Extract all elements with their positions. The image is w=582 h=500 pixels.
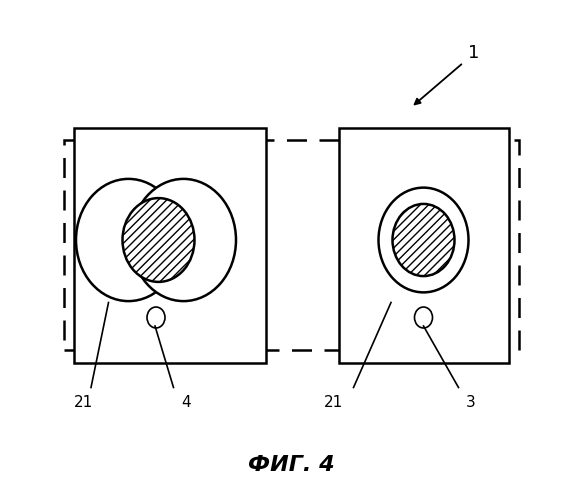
Ellipse shape xyxy=(392,204,455,276)
Bar xyxy=(63,140,519,350)
Text: 1: 1 xyxy=(468,44,479,62)
Text: 21: 21 xyxy=(324,395,343,410)
Text: 21: 21 xyxy=(74,395,93,410)
Text: ФИГ. 4: ФИГ. 4 xyxy=(248,455,334,475)
Ellipse shape xyxy=(131,179,236,301)
Ellipse shape xyxy=(378,188,469,292)
Ellipse shape xyxy=(122,198,194,282)
Bar xyxy=(73,128,266,362)
Text: 4: 4 xyxy=(181,395,191,410)
Ellipse shape xyxy=(76,179,181,301)
Text: 3: 3 xyxy=(466,395,476,410)
Bar xyxy=(339,128,509,362)
